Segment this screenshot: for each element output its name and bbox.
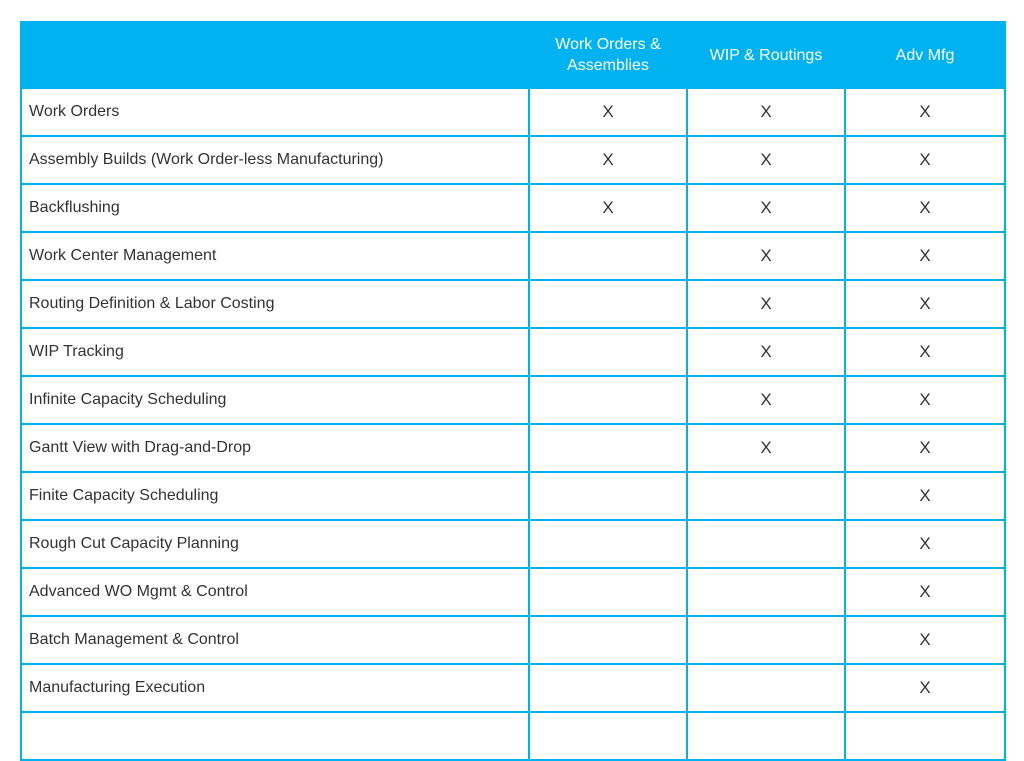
feature-included-mark: X (844, 279, 1006, 329)
table-row: Backflushing X X X (20, 183, 1006, 233)
feature-included-mark (844, 711, 1006, 761)
feature-included-mark (686, 663, 846, 713)
feature-included-mark: X (686, 279, 846, 329)
table-row: WIP Tracking X X (20, 327, 1006, 377)
feature-name-cell: Work Orders (20, 87, 530, 137)
feature-name-cell: Advanced WO Mgmt & Control (20, 567, 530, 617)
feature-included-mark (528, 615, 688, 665)
table-row: Finite Capacity Scheduling X (20, 471, 1006, 521)
feature-included-mark: X (844, 375, 1006, 425)
feature-included-mark (686, 711, 846, 761)
feature-name-cell: Routing Definition & Labor Costing (20, 279, 530, 329)
table-row: Routing Definition & Labor Costing X X (20, 279, 1006, 329)
table-header: Work Orders & Assemblies WIP & Routings … (20, 21, 1006, 89)
feature-included-mark: X (844, 615, 1006, 665)
feature-included-mark (528, 231, 688, 281)
column-header-label: Adv Mfg (895, 46, 955, 64)
feature-included-mark: X (528, 87, 688, 137)
table-row: Assembly Builds (Work Order-less Manufac… (20, 135, 1006, 185)
feature-name-cell: Batch Management & Control (20, 615, 530, 665)
feature-included-mark: X (686, 375, 846, 425)
feature-included-mark: X (844, 135, 1006, 185)
feature-included-mark: X (686, 231, 846, 281)
feature-included-mark (528, 471, 688, 521)
table-row: Infinite Capacity Scheduling X X (20, 375, 1006, 425)
feature-included-mark: X (686, 87, 846, 137)
feature-name-cell: Assembly Builds (Work Order-less Manufac… (20, 135, 530, 185)
feature-included-mark: X (686, 423, 846, 473)
feature-included-mark (528, 375, 688, 425)
feature-included-mark: X (528, 135, 688, 185)
column-header-label: Work Orders & Assemblies (555, 36, 661, 74)
feature-included-mark: X (844, 87, 1006, 137)
column-header-wip-routings: WIP & Routings (686, 21, 846, 89)
feature-comparison-table: Work Orders & Assemblies WIP & Routings … (20, 21, 1006, 761)
feature-name-cell (20, 711, 530, 761)
table-row: Batch Management & Control X (20, 615, 1006, 665)
feature-comparison-table-wrapper: Work Orders & Assemblies WIP & Routings … (20, 21, 1006, 761)
feature-included-mark (686, 471, 846, 521)
feature-included-mark: X (528, 183, 688, 233)
feature-included-mark (686, 615, 846, 665)
feature-included-mark (528, 327, 688, 377)
table-row: Rough Cut Capacity Planning X (20, 519, 1006, 569)
feature-included-mark: X (686, 135, 846, 185)
table-row: Work Orders X X X (20, 87, 1006, 137)
column-header-adv-mfg: Adv Mfg (844, 21, 1006, 89)
table-body: Work Orders X X X Assembly Builds (Work Orde… (20, 87, 1006, 761)
feature-name-cell: WIP Tracking (20, 327, 530, 377)
feature-included-mark: X (844, 567, 1006, 617)
feature-name-cell: Manufacturing Execution (20, 663, 530, 713)
table-row: Gantt View with Drag-and-Drop X X (20, 423, 1006, 473)
feature-included-mark: X (844, 231, 1006, 281)
feature-included-mark: X (844, 423, 1006, 473)
feature-included-mark (528, 567, 688, 617)
feature-name-cell: Backflushing (20, 183, 530, 233)
table-row: Manufacturing Execution X (20, 663, 1006, 713)
feature-included-mark (528, 663, 688, 713)
feature-name-cell: Infinite Capacity Scheduling (20, 375, 530, 425)
feature-included-mark: X (686, 327, 846, 377)
feature-included-mark (528, 519, 688, 569)
header-row: Work Orders & Assemblies WIP & Routings … (20, 21, 1006, 89)
feature-included-mark: X (844, 519, 1006, 569)
header-corner-cell (20, 21, 530, 89)
table-row: Advanced WO Mgmt & Control X (20, 567, 1006, 617)
table-row (20, 711, 1006, 761)
feature-included-mark: X (844, 663, 1006, 713)
feature-included-mark (686, 519, 846, 569)
feature-included-mark (528, 423, 688, 473)
feature-included-mark (528, 711, 688, 761)
feature-included-mark: X (844, 471, 1006, 521)
feature-name-cell: Gantt View with Drag-and-Drop (20, 423, 530, 473)
feature-name-cell: Finite Capacity Scheduling (20, 471, 530, 521)
table-row: Work Center Management X X (20, 231, 1006, 281)
column-header-work-orders-assemblies: Work Orders & Assemblies (528, 21, 688, 89)
feature-included-mark: X (844, 183, 1006, 233)
feature-name-cell: Rough Cut Capacity Planning (20, 519, 530, 569)
feature-included-mark: X (686, 183, 846, 233)
column-header-label: WIP & Routings (709, 46, 823, 64)
feature-included-mark (686, 567, 846, 617)
feature-included-mark (528, 279, 688, 329)
feature-name-cell: Work Center Management (20, 231, 530, 281)
feature-included-mark: X (844, 327, 1006, 377)
